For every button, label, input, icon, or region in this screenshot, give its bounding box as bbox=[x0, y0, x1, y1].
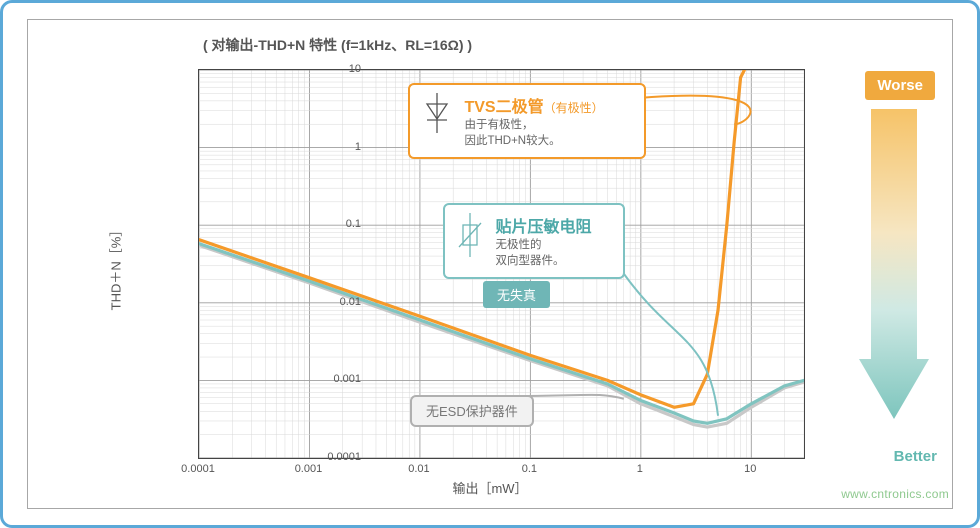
tvs-paren: （有极性） bbox=[544, 101, 604, 115]
worse-label: Worse bbox=[865, 71, 935, 100]
chart-title: ( 对输出-THD+N 特性 (f=1kHz、RL=16Ω) ) bbox=[203, 35, 472, 55]
tvs-line1: 由于有极性， bbox=[464, 117, 603, 133]
tvs-line2: 因此THD+N较大。 bbox=[464, 133, 603, 149]
gradient-arrow bbox=[859, 109, 929, 419]
mov-line2: 双向型器件。 bbox=[495, 253, 591, 269]
y-axis-label: THD＋N［%］ bbox=[106, 224, 125, 311]
tvs-diode-icon bbox=[420, 93, 454, 138]
frame: ( 对输出-THD+N 特性 (f=1kHz、RL=16Ω) ) THD＋N［%… bbox=[0, 0, 980, 528]
callout-mov: 贴片压敏电阻 无极性的 双向型器件。 bbox=[443, 203, 625, 279]
varistor-icon bbox=[455, 213, 485, 262]
mov-title: 贴片压敏电阻 bbox=[495, 213, 591, 237]
better-label: Better bbox=[894, 448, 937, 465]
watermark: www.cntronics.com bbox=[841, 487, 949, 501]
no-distortion-pill: 无失真 bbox=[483, 281, 550, 308]
mov-line1: 无极性的 bbox=[495, 237, 591, 253]
callout-tvs: TVS二极管（有极性） 由于有极性， 因此THD+N较大。 bbox=[408, 83, 646, 159]
callout-none: 无ESD保护器件 bbox=[410, 395, 534, 427]
x-axis-label: 输出［mW］ bbox=[3, 478, 977, 497]
tvs-title: TVS二极管 bbox=[464, 99, 543, 116]
none-title: 无ESD保护器件 bbox=[426, 404, 518, 419]
